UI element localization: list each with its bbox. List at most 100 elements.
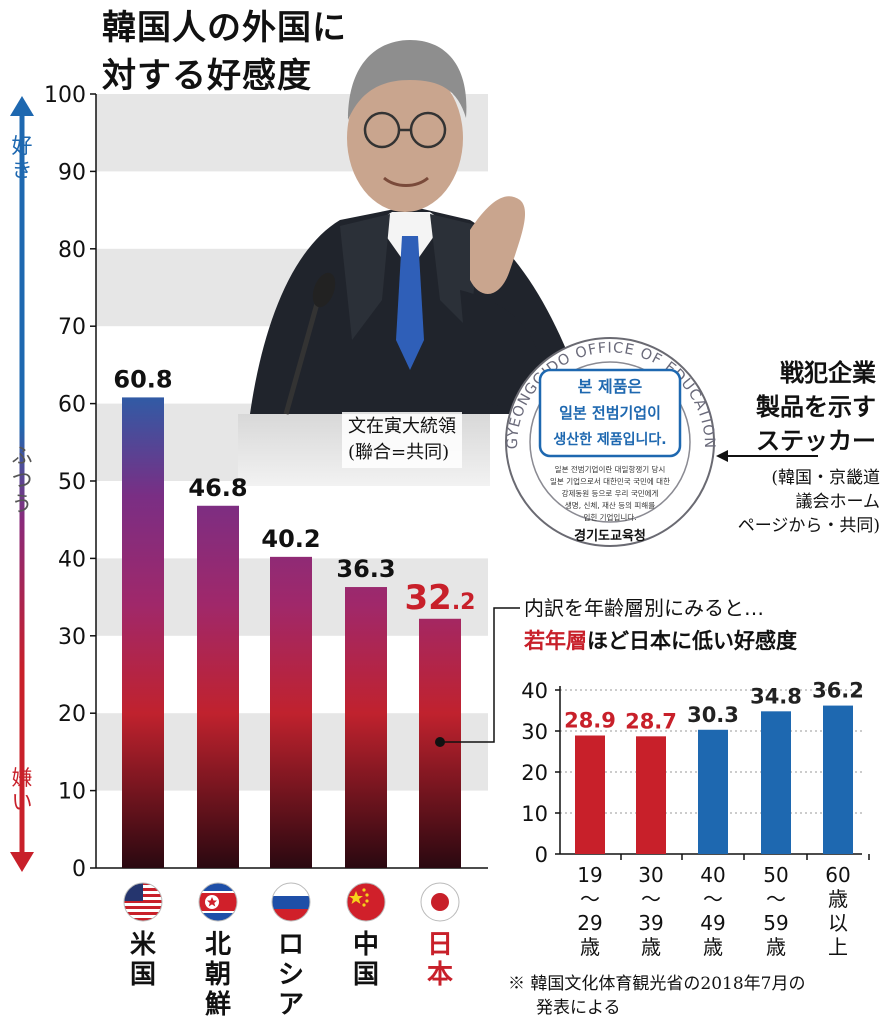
y-tick-label: 10 [58,780,86,805]
dislike-arrowhead [10,852,34,872]
sticker-label-line3: ステッカー [756,427,876,455]
age-category-label: 49 [700,911,725,935]
photo-caption-line1: 文在寅大統領 [348,416,456,437]
y-tick-label: 80 [58,238,86,263]
age-category-label: 50 [763,863,788,887]
age-bar-4 [761,711,791,854]
age-category-label: 29 [577,911,602,935]
sticker-credit: (韓国・京畿道 議会ホーム ページから・共同) [724,466,880,538]
sub-y-tick-label: 20 [521,761,548,785]
country-label-char: ロ [277,930,304,960]
age-category-label: 19 [577,863,602,887]
sticker-small-line3: 강제동원 등으로 우리 국민에게 [562,488,659,498]
sticker-small-line1: 일본 전범기업이란 대일항쟁기 당시 [555,464,666,474]
country-label-char: 国 [129,960,156,990]
breakdown-highlight: 若年層 [524,629,587,653]
north-korea-flag-icon [198,882,238,922]
breakdown-connector [440,607,520,743]
country-label: ロシア [271,930,311,1020]
country-label: 日本 [420,930,460,990]
sub-y-tick-label: 10 [521,802,548,826]
age-bar-value-label: 34.8 [750,684,802,708]
side-label-dislike: 嫌い [11,766,33,814]
country-label-char: 米 [129,930,156,960]
sticker-label-line1: 戦犯企業 [780,359,876,387]
us-flag-icon [123,882,163,922]
sticker-credit-line3: ページから・共同) [737,516,880,536]
china-flag-icon [346,882,386,922]
sticker-pointer-arrowhead [716,450,728,462]
source-line2: 発表による [536,998,621,1018]
age-category-label: 〜 [703,887,723,911]
country-label-char: 北 [204,930,231,960]
title-line2: 対する好感度 [102,56,312,96]
age-category-label: 上 [828,935,848,959]
y-tick-label: 20 [58,702,86,727]
side-label-like: 好き [11,134,33,182]
bar-value-label: 40.2 [261,525,320,553]
sticker-label-line2: 製品を示す [756,393,876,421]
sticker-main-line3: 생산한 제품입니다. [553,431,666,448]
age-bar-5 [823,705,853,854]
age-category-label: 40 [700,863,725,887]
like-arrowhead [10,96,34,116]
sub-y-tick-label: 30 [521,720,548,744]
country-label-char: ア [277,990,304,1020]
y-tick-label: 40 [58,547,86,572]
source-line1: ※ 韓国文化体育観光省の2018年7月の [508,974,806,994]
war-criminal-company-sticker: GYEONGGIDO OFFICE OF EDUCATION 본 제품은 일본 … [505,337,716,547]
bar-3 [270,556,312,868]
age-category-label: 歳 [703,935,723,959]
age-bar-1 [575,735,605,854]
country-label-char: 日 [426,930,453,960]
country-label-char: 朝 [204,960,231,990]
age-category-label: 30 [638,863,663,887]
age-category-label: 〜 [766,887,786,911]
y-tick-label: 70 [58,315,86,340]
age-bar-value-label: 28.9 [564,709,616,733]
sticker-small-line2: 일본 기업으로서 대한민국 국민에 대한 [550,476,670,486]
bar-4 [345,587,387,868]
y-tick-label: 90 [58,160,86,185]
country-label-char: 中 [352,930,379,960]
country-label-char: 鮮 [204,990,231,1020]
age-bar-2 [636,736,666,854]
sticker-label: 戦犯企業 製品を示す ステッカー [726,356,876,458]
sticker-small-line5: 입힌 기업입니다. [583,512,636,522]
age-category-label: 〜 [580,887,600,911]
sticker-bottom-text: 경기도교육청 [574,528,646,544]
title-line1: 韓国人の外国に [102,8,347,48]
country-label-char: 本 [426,960,453,990]
breakdown-headline-rest: ほど日本に低い好感度 [587,629,797,653]
y-tick-label: 60 [58,393,86,418]
age-bar-3 [698,729,728,854]
age-category-label: 60 [825,863,850,887]
age-category-label: 歳 [828,887,848,911]
age-category-label: 〜 [641,887,661,911]
country-label-char: 国 [352,960,379,990]
age-category-label: 59 [763,911,788,935]
country-label: 北朝鮮 [198,930,238,1020]
sticker-small-line4: 생명, 신체, 재산 등의 피해를 [565,500,655,510]
bar-value-label: 60.8 [113,365,172,393]
age-category-label: 歳 [641,935,661,959]
breakdown-intro: 内訳を年齢層別にみると… [524,596,764,620]
age-category-label: 歳 [580,935,600,959]
y-tick-label: 0 [72,857,86,882]
breakdown-headline: 若年層ほど日本に低い好感度 [524,626,797,656]
bar-1 [122,397,164,868]
sticker-credit-line2: 議会ホーム [795,492,881,512]
age-category-label: 歳 [766,935,786,959]
photo-caption: 文在寅大統領 (聯合=共同) [342,412,462,468]
bar-2 [197,505,239,868]
age-bar-value-label: 36.2 [812,679,864,703]
y-tick-label: 30 [58,625,86,650]
age-bar-value-label: 30.3 [687,703,739,727]
sticker-main-line2: 일본 전범기업이 [559,404,661,422]
side-label-neutral: ふつう [11,444,33,516]
japan-flag-icon [420,882,460,922]
sub-y-tick-label: 0 [535,843,548,867]
country-label: 中国 [346,930,386,990]
